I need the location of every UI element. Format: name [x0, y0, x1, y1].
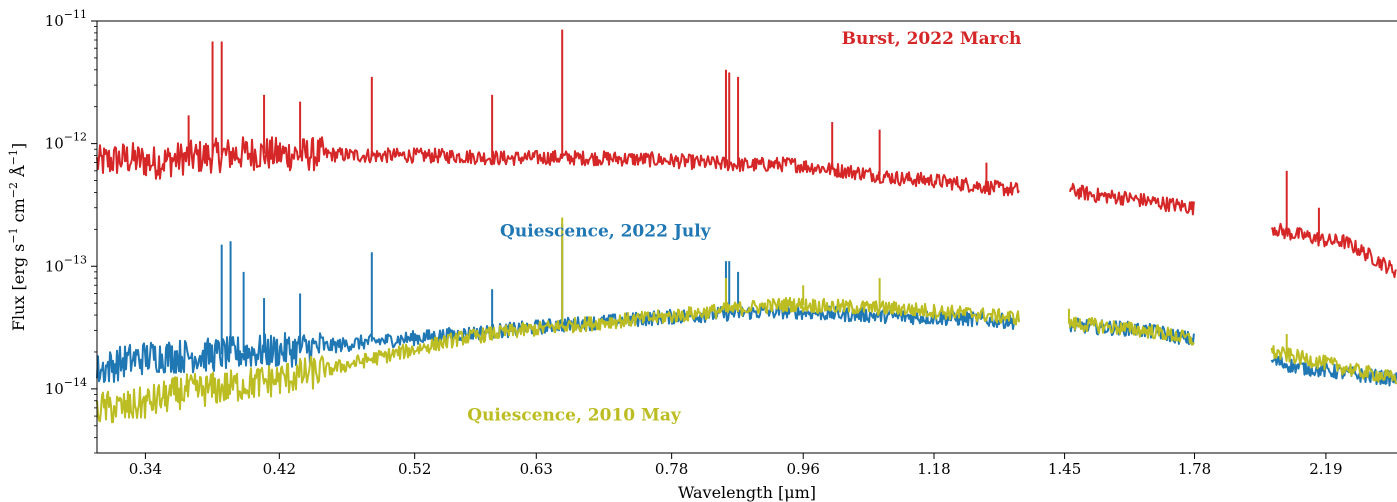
y-axis-ticks: 10−14 10−13 10−12 10−11 [45, 8, 97, 454]
series-annotation: Burst, 2022 March [842, 29, 1022, 49]
x-tick-label: 0.52 [398, 460, 431, 478]
axes [96, 20, 1397, 454]
series-segment [1068, 316, 1195, 346]
series-annotation: Quiescence, 2022 July [500, 221, 712, 241]
x-tick-label: 0.63 [520, 460, 553, 478]
series-annotations: Burst, 2022 March Quiescence, 2022 July Qu… [467, 29, 1021, 426]
series-segment [96, 136, 1020, 197]
x-tick-label: 2.19 [1309, 460, 1342, 478]
x-tick-label: 1.45 [1048, 460, 1081, 478]
y-axis-label-prefix: Flux [erg s [9, 244, 28, 332]
x-tick-label: 1.78 [1178, 460, 1211, 478]
series-segment [1270, 345, 1397, 385]
y-tick-label: 10−13 [45, 253, 87, 275]
y-tick-label: 10−14 [45, 376, 87, 398]
series-segment [96, 303, 1020, 383]
series-segment [1270, 222, 1397, 279]
x-axis-label: Wavelength [μm] [678, 483, 816, 502]
y-axis-label-angstrom: Å [8, 165, 28, 182]
series-quiescence-2022-july [96, 224, 1397, 387]
x-tick-label: 0.34 [129, 460, 162, 478]
y-axis-label-cm-exponent: −2 [7, 182, 20, 198]
y-axis-label: Flux [erg s−1 cm−2 Å−1] [7, 143, 28, 331]
y-tick-label: 10−12 [45, 131, 87, 153]
x-tick-label: 1.18 [917, 460, 950, 478]
series-quiescence-2010-may [96, 217, 1397, 424]
series-burst-2022-march [96, 29, 1397, 279]
x-tick-label: 0.42 [263, 460, 296, 478]
plot-area [96, 29, 1397, 424]
y-axis-label-s-exponent: −1 [7, 227, 20, 243]
y-axis-label-suffix: ] [9, 143, 28, 149]
x-axis-ticks: 0.34 0.42 0.52 0.63 0.78 0.96 1.18 1.45 1.78 2.19 [129, 453, 1343, 478]
series-segment [1068, 182, 1195, 216]
y-tick-label: 10−11 [45, 8, 87, 30]
y-axis-label-angstrom-exponent: −1 [7, 149, 20, 165]
y-axis-label-cm: cm [9, 198, 28, 227]
series-segment [96, 296, 1020, 424]
x-tick-label: 0.78 [655, 460, 688, 478]
series-annotation: Quiescence, 2010 May [467, 406, 682, 426]
x-tick-label: 0.96 [787, 460, 820, 478]
